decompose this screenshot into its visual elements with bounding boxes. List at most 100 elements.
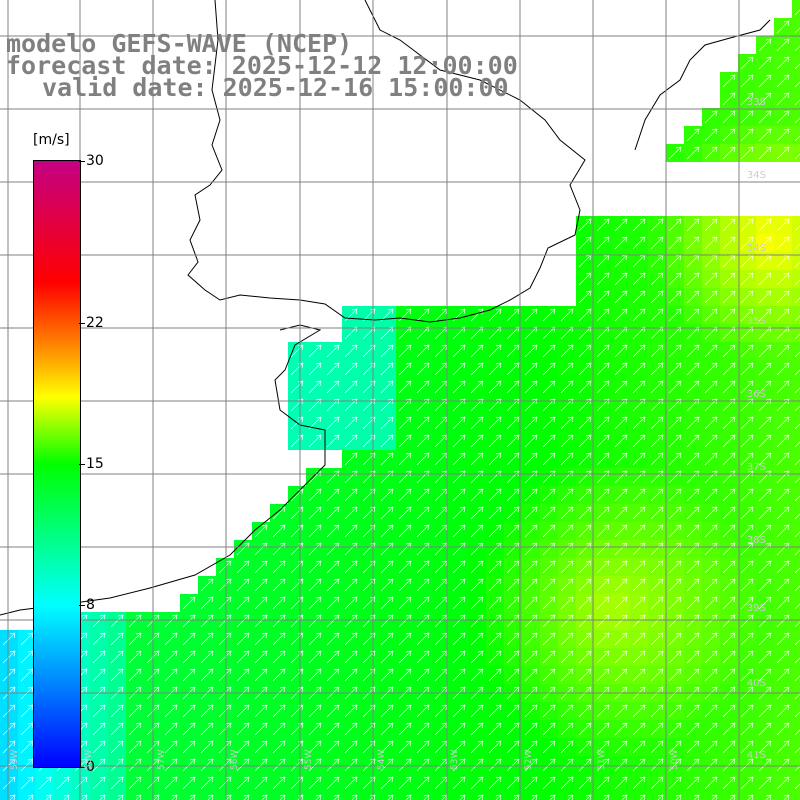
wind-arrow: [794, 459, 800, 466]
wind-arrow: [524, 506, 538, 520]
field-cell: [18, 792, 36, 800]
wind-arrow: [596, 722, 610, 736]
field-cell: [792, 72, 800, 90]
wind-arrow: [632, 578, 646, 592]
wind-arrow: [722, 650, 736, 664]
wind-arrow: [758, 128, 772, 142]
wind-arrow: [380, 632, 394, 646]
wind-arrow: [668, 524, 682, 538]
wind-arrow: [704, 416, 718, 430]
wind-arrow: [164, 776, 178, 790]
wind-arrow: [416, 488, 430, 502]
wind-arrow: [578, 236, 592, 250]
wind-arrow: [182, 632, 196, 646]
wind-arrow: [542, 668, 556, 682]
wind-arrow: [542, 434, 556, 448]
wind-arrow: [632, 308, 646, 322]
wind-arrow: [164, 668, 178, 682]
wind-arrow: [650, 308, 664, 322]
wind-arrow: [308, 776, 322, 790]
wind-arrow: [722, 218, 736, 232]
wind-arrow: [110, 722, 124, 736]
wind-arrow: [416, 704, 430, 718]
latitude-label: 38S: [746, 535, 766, 546]
field-cell: [396, 792, 414, 800]
wind-arrow: [776, 452, 790, 466]
wind-arrow: [398, 452, 412, 466]
wind-arrow: [542, 614, 556, 628]
wind-arrow: [470, 416, 484, 430]
latitude-label: 33S: [746, 97, 766, 108]
wind-arrow: [722, 614, 736, 628]
wind-arrow: [398, 668, 412, 682]
wind-arrow: [128, 704, 142, 718]
wind-arrow: [794, 27, 800, 34]
wind-arrow: [704, 704, 718, 718]
wind-arrow: [92, 704, 106, 718]
wind-arrow: [758, 38, 772, 52]
wind-arrow: [614, 434, 628, 448]
wind-arrow: [596, 362, 610, 376]
wind-arrow: [182, 650, 196, 664]
longitude-label: 57W: [157, 749, 167, 770]
wind-arrow: [128, 650, 142, 664]
longitude-label: 53W: [450, 749, 460, 770]
wind-arrow: [326, 632, 340, 646]
wind-arrow: [542, 740, 556, 754]
wind-arrow: [524, 614, 538, 628]
wind-arrow: [578, 362, 592, 376]
longitude-label: 55W: [304, 749, 314, 770]
wind-arrow: [272, 776, 286, 790]
wind-arrow: [650, 236, 664, 250]
wind-arrow: [704, 380, 718, 394]
wind-arrow: [668, 218, 682, 232]
field-cell: [234, 792, 252, 800]
wind-arrow: [668, 506, 682, 520]
wind-arrow: [254, 614, 268, 628]
latitude-label: 34S: [746, 243, 766, 254]
wind-arrow: [344, 650, 358, 664]
wind-arrow: [722, 308, 736, 322]
wind-arrow: [254, 776, 268, 790]
wind-arrow: [650, 722, 664, 736]
wind-arrow: [578, 614, 592, 628]
wind-arrow: [686, 146, 700, 160]
wind-arrow: [506, 614, 520, 628]
wind-arrow: [758, 236, 772, 250]
wind-arrow: [632, 668, 646, 682]
field-cell: [324, 792, 342, 800]
wind-arrow: [758, 578, 772, 592]
wind-arrow: [344, 632, 358, 646]
field-cell: [792, 378, 800, 396]
wind-arrow: [254, 758, 268, 772]
wind-arrow: [200, 668, 214, 682]
longitude-label: 54W: [377, 749, 387, 770]
wind-arrow: [416, 380, 430, 394]
wind-arrow: [578, 776, 592, 790]
wind-arrow: [423, 794, 430, 800]
wind-arrow: [722, 632, 736, 646]
wind-arrow: [398, 578, 412, 592]
wind-arrow: [200, 758, 214, 772]
wind-arrow: [668, 650, 682, 664]
wind-arrow: [542, 650, 556, 664]
wind-arrow: [524, 722, 538, 736]
wind-arrow: [614, 416, 628, 430]
wind-arrow: [236, 650, 250, 664]
wind-arrow: [758, 506, 772, 520]
wind-arrow: [578, 434, 592, 448]
wind-arrow: [776, 506, 790, 520]
wind-arrow: [776, 632, 790, 646]
wind-arrow: [776, 740, 790, 754]
wind-arrow: [704, 128, 718, 142]
wind-arrow: [794, 225, 800, 232]
wind-arrow: [524, 308, 538, 322]
wind-arrow: [398, 344, 412, 358]
wind-arrow: [740, 380, 754, 394]
latitude-label: 34S: [746, 170, 766, 181]
wind-arrow: [542, 722, 556, 736]
wind-arrow: [344, 362, 358, 376]
colorbar-tick-label: 22: [86, 314, 104, 331]
wind-arrow: [740, 632, 754, 646]
wind-arrow: [45, 794, 52, 800]
